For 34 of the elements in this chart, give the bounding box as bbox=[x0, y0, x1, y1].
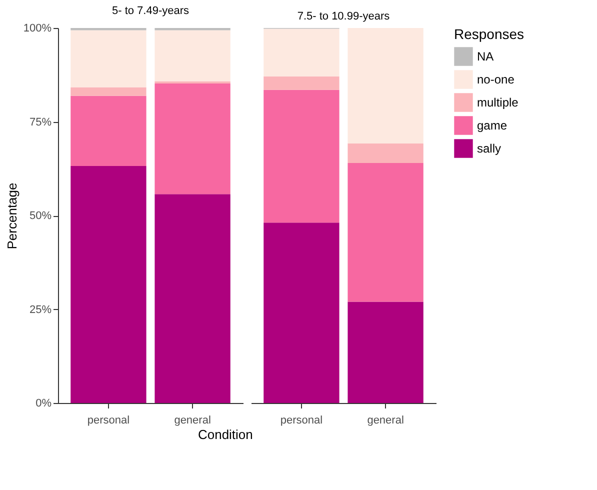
bar bbox=[264, 222, 340, 403]
y-tick-label: 25% bbox=[29, 304, 52, 316]
bar bbox=[348, 302, 424, 403]
bar bbox=[154, 194, 230, 403]
x-tick-label: personal bbox=[280, 414, 323, 426]
x-tick-label: general bbox=[174, 414, 211, 426]
bar bbox=[264, 76, 340, 90]
x-axis-title: Condition bbox=[198, 427, 253, 442]
legend-label: no-one bbox=[477, 72, 515, 86]
y-tick-label: 50% bbox=[29, 210, 52, 222]
bar bbox=[264, 90, 340, 223]
bar bbox=[154, 84, 230, 194]
bar bbox=[70, 30, 146, 88]
bar bbox=[348, 163, 424, 302]
x-tick-label: general bbox=[367, 414, 404, 426]
y-axis-title: Percentage bbox=[4, 182, 20, 250]
y-tick-label: 100% bbox=[23, 22, 52, 34]
bar bbox=[154, 30, 230, 82]
bar bbox=[70, 96, 146, 166]
bar bbox=[70, 87, 146, 96]
bar bbox=[348, 28, 424, 144]
y-tick-label: 75% bbox=[29, 116, 52, 128]
legend-label: sally bbox=[477, 142, 502, 156]
bar bbox=[348, 144, 424, 163]
chart-title: 5- to 7.49-years bbox=[112, 5, 190, 17]
legend-label: multiple bbox=[477, 96, 519, 110]
legend-title: Responses bbox=[454, 26, 524, 42]
legend-label: NA bbox=[477, 50, 494, 64]
legend-label: game bbox=[477, 118, 508, 132]
y-tick-label: 0% bbox=[36, 398, 52, 410]
bar bbox=[70, 166, 146, 403]
chart-title: 7.5- to 10.99-years bbox=[297, 10, 390, 22]
x-tick-label: personal bbox=[87, 414, 130, 426]
bar bbox=[264, 28, 340, 76]
